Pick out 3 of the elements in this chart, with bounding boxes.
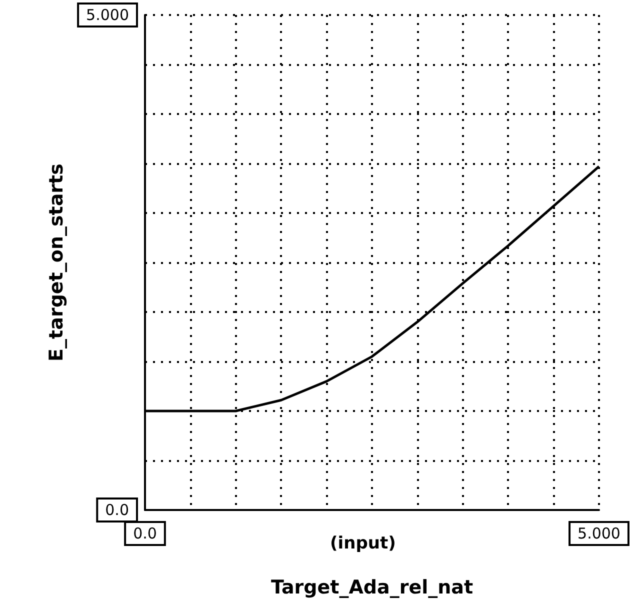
y-axis-title: E_target_on_starts xyxy=(46,164,68,362)
text: (input) xyxy=(330,534,396,554)
x-axis-title: Target_Ada_rel_nat xyxy=(270,576,474,598)
